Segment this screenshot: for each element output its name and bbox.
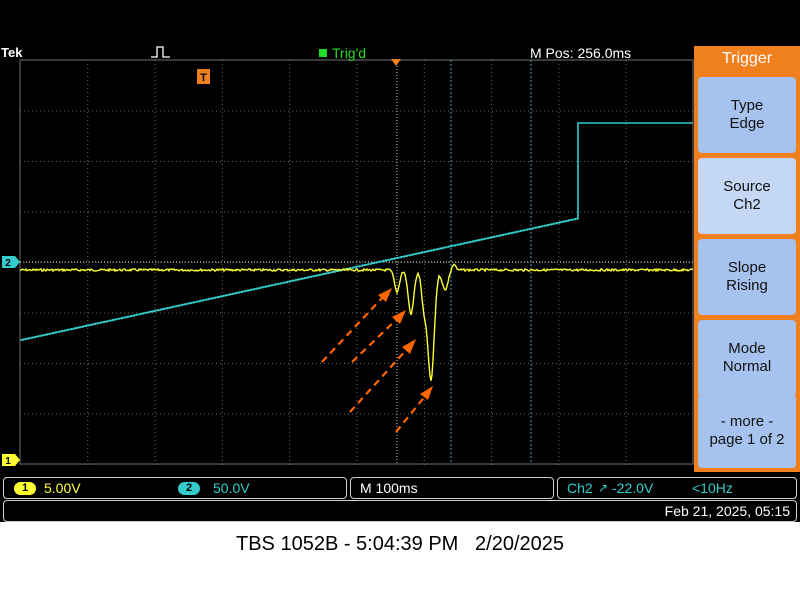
ch2-chip: 2 [178, 482, 200, 495]
source-button-label: Source [723, 178, 771, 195]
trigger-status: Trig'd [319, 44, 366, 62]
more-button[interactable]: - more - page 1 of 2 [698, 394, 796, 468]
trigger-readout-box: Ch2 ↗ -22.0V <10Hz [557, 477, 797, 499]
ch1-scale: 5.00V [44, 480, 81, 496]
graticule-dots [20, 60, 693, 465]
trigger-slope-icon: ↗ [598, 481, 609, 495]
annotation-arrows [321, 288, 433, 433]
ch1-waveform [19, 263, 694, 381]
svg-text:1: 1 [5, 456, 11, 467]
trigger-status-icon [319, 49, 327, 57]
channel-scale-box: 1 5.00V 2 50.0V [3, 477, 347, 499]
mode-button-value: Normal [722, 358, 772, 375]
brand-logo: Tek [1, 45, 23, 60]
source-button[interactable]: Source Ch2 [698, 158, 796, 234]
status-bar: 1 5.00V 2 50.0V M 100ms Ch2 ↗ -22.0V <10… [0, 474, 800, 522]
type-button[interactable]: Type Edge [698, 77, 796, 153]
annotation-arrow-1 [321, 288, 392, 363]
svg-text:T: T [200, 72, 207, 84]
trigger-status-label: Trig'd [332, 45, 367, 61]
trigger-menu-panel: Trigger Type Edge Source Ch2 Slope Risin… [694, 46, 800, 472]
mode-button-label: Mode [728, 340, 766, 357]
ch1-ground-marker: 1 [2, 454, 20, 467]
more-button-value: page 1 of 2 [709, 431, 785, 448]
annotation-arrow-2 [351, 310, 406, 363]
slope-button-label: Slope [727, 259, 767, 276]
timebase-readout: M 100ms [360, 480, 418, 496]
oscilloscope-screen: T 2 1 Tek Trig'd M Pos: 256.0ms Trigger … [0, 0, 800, 522]
ch2-scale: 50.0V [213, 480, 250, 496]
type-button-value: Edge [729, 115, 765, 132]
ch2-ground-marker: 2 [2, 256, 20, 269]
trigger-level: -22.0V [612, 480, 654, 496]
trigger-level-marker: T [197, 69, 210, 84]
acquisition-run-icon [151, 46, 170, 58]
svg-text:2: 2 [5, 258, 11, 269]
ch2-waveform [20, 122, 693, 341]
waveform-display: T 2 1 [2, 59, 694, 467]
trigger-position-marker [391, 59, 401, 66]
annotation-arrow-3 [349, 339, 416, 413]
timebase-box: M 100ms [350, 477, 554, 499]
mode-button[interactable]: Mode Normal [698, 320, 796, 396]
slope-button-value: Rising [726, 277, 768, 294]
type-button-label: Type [730, 97, 764, 114]
annotation-arrow-4 [395, 386, 433, 433]
more-button-label: - more - [720, 413, 774, 430]
horizontal-position-readout: M Pos: 256.0ms [530, 45, 632, 61]
datetime: Feb 21, 2025, 05:15 [664, 503, 790, 519]
source-button-value: Ch2 [733, 196, 761, 213]
slope-button[interactable]: Slope Rising [698, 239, 796, 315]
trigger-source: Ch2 [567, 480, 593, 496]
footer-caption: TBS 1052B - 5:04:39 PM 2/20/2025 [236, 533, 564, 555]
trigger-frequency: <10Hz [692, 480, 733, 496]
datetime-box: Feb 21, 2025, 05:15 [3, 500, 797, 522]
menu-title: Trigger [721, 50, 773, 67]
ch1-chip: 1 [14, 482, 36, 495]
